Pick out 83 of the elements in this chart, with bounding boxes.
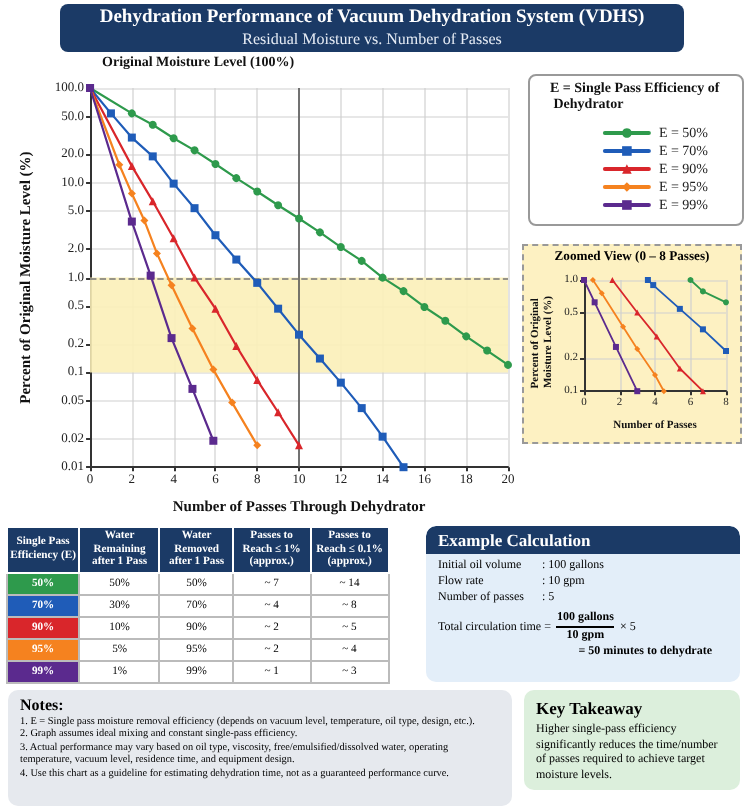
point [190, 204, 199, 213]
point [167, 334, 176, 343]
point [295, 330, 304, 339]
point [650, 282, 657, 289]
point [127, 217, 136, 226]
point [148, 152, 157, 161]
point [167, 281, 176, 290]
point [598, 290, 605, 297]
point [652, 371, 658, 378]
point [211, 159, 220, 168]
point [699, 288, 706, 295]
point [723, 299, 729, 306]
line-series [609, 277, 706, 395]
point [253, 376, 262, 385]
point [699, 388, 706, 395]
point [634, 309, 641, 316]
point [504, 360, 512, 369]
point [660, 388, 667, 395]
point [591, 299, 598, 306]
point [274, 304, 283, 313]
point [169, 134, 178, 143]
point [462, 332, 471, 341]
point [253, 187, 262, 196]
point [188, 324, 197, 333]
point [295, 214, 304, 223]
point [653, 333, 660, 340]
point [441, 316, 450, 325]
point [127, 109, 136, 118]
point [228, 398, 237, 407]
text: Key Takeaway [536, 698, 645, 718]
point [209, 436, 218, 445]
point [232, 341, 241, 350]
point [146, 271, 155, 280]
point [420, 302, 429, 311]
point [634, 388, 641, 395]
point [315, 228, 324, 237]
chart-subtitle: Residual Moisture vs. Number of Passes [240, 30, 504, 50]
chart-title: Dehydration Performance of Vacuum Dehydration System (VDHS) [97, 6, 647, 30]
point [378, 273, 387, 282]
point [148, 120, 157, 129]
point [609, 277, 616, 283]
point [378, 432, 387, 441]
point [190, 273, 199, 282]
point [127, 133, 136, 142]
point [209, 365, 218, 374]
point [274, 408, 283, 417]
point [274, 201, 283, 210]
point [152, 249, 161, 258]
point [357, 256, 366, 265]
line-series [589, 277, 667, 395]
point [211, 231, 220, 240]
point [699, 326, 706, 333]
point [232, 255, 241, 264]
point [127, 162, 136, 171]
point [357, 404, 366, 413]
point [169, 179, 178, 188]
text: Example Calculation [426, 526, 740, 554]
point [106, 109, 115, 118]
point [483, 346, 492, 355]
point [676, 365, 683, 372]
point [620, 323, 627, 330]
text: Notes: [20, 696, 66, 714]
point [211, 304, 220, 313]
point [336, 243, 345, 252]
point [140, 216, 149, 225]
point [253, 278, 262, 287]
point [589, 277, 596, 283]
point [190, 146, 199, 155]
point [634, 345, 641, 352]
point [188, 384, 197, 393]
point [115, 160, 124, 169]
point [612, 343, 619, 350]
point [336, 378, 345, 387]
point [295, 441, 304, 450]
point [399, 287, 408, 296]
point [232, 174, 241, 183]
point [315, 354, 324, 363]
point [687, 277, 694, 283]
point [644, 277, 651, 283]
point [399, 463, 408, 472]
point [253, 441, 262, 450]
point [127, 189, 136, 198]
point [676, 305, 683, 312]
